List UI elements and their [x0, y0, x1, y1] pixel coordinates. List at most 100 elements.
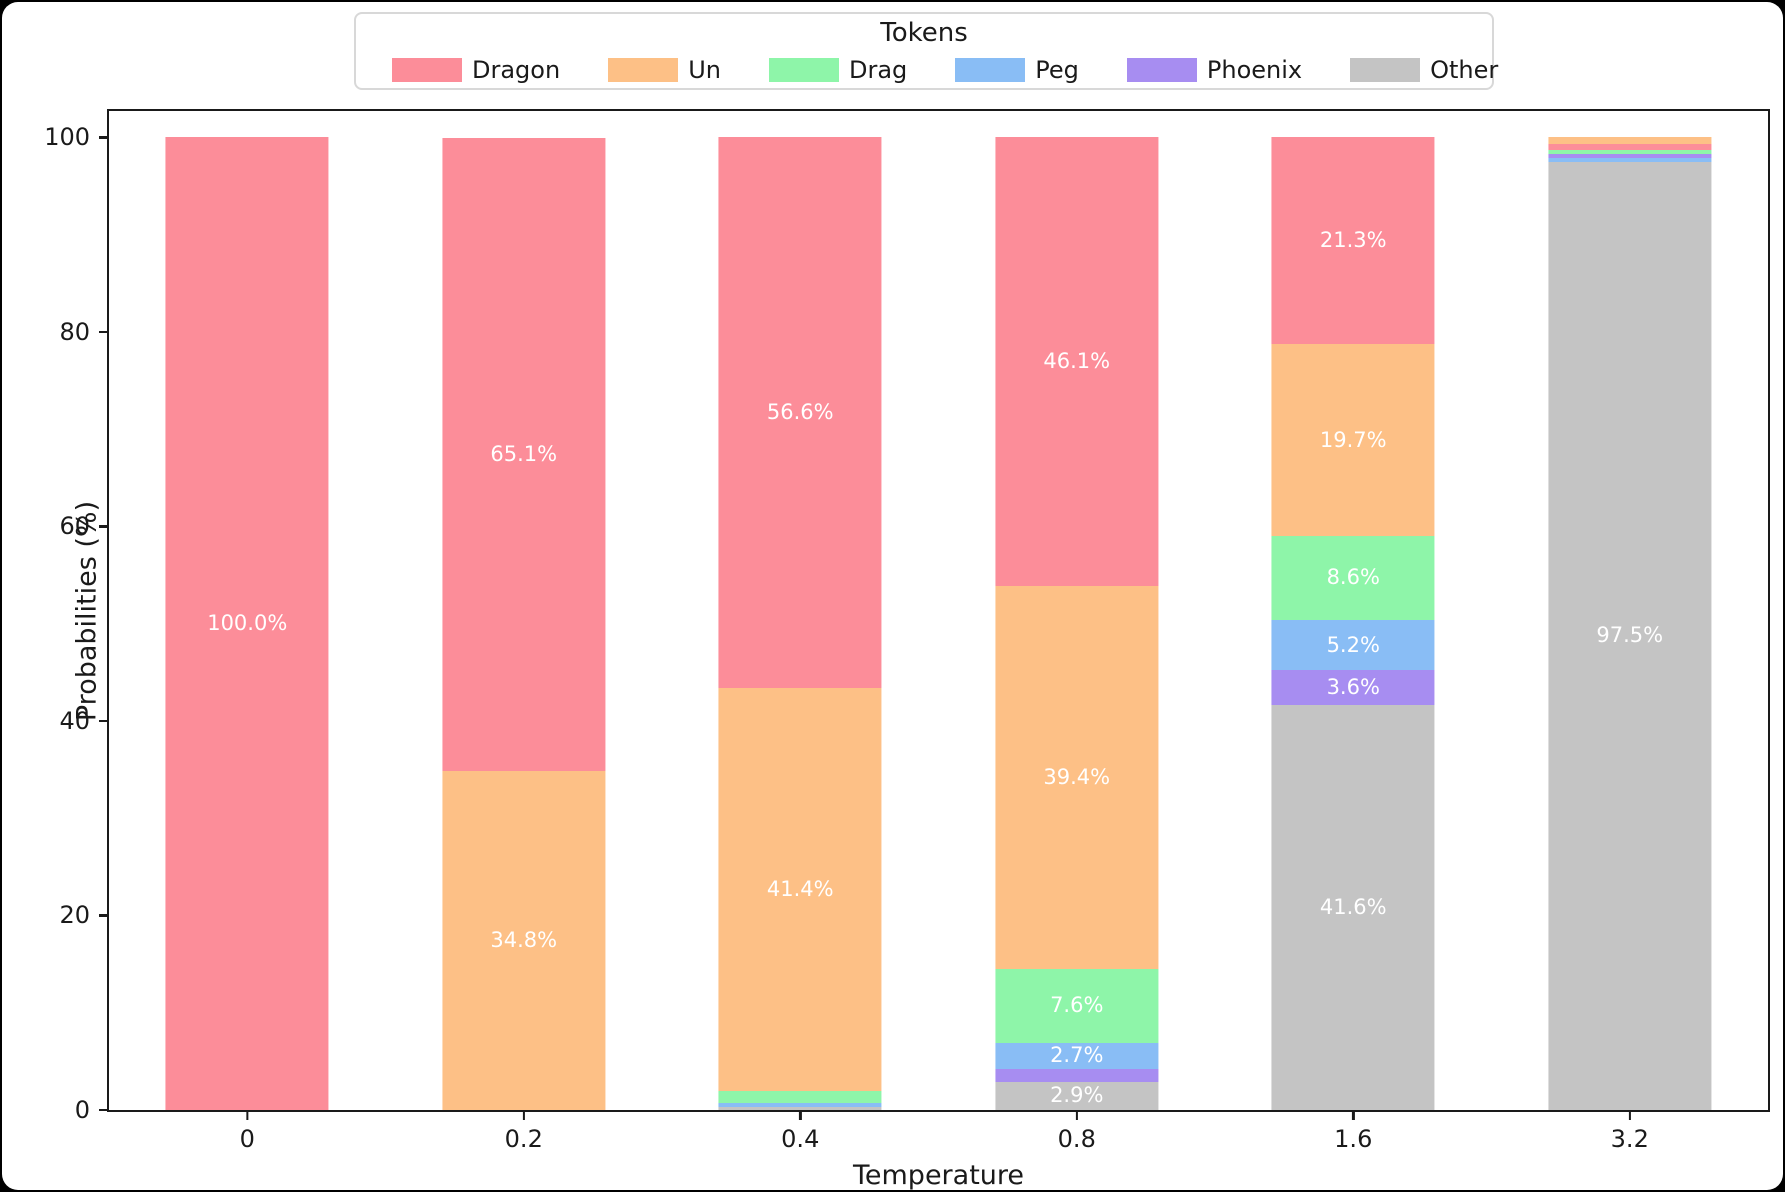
legend-title: Tokens — [880, 18, 968, 48]
y-tick-mark — [99, 330, 109, 334]
segment-label: 21.3% — [1319, 228, 1387, 253]
x-tick-mark — [522, 1110, 525, 1120]
x-tick-0.8: 0.8 — [1058, 1110, 1096, 1151]
bar-segment-phoenix — [1548, 154, 1712, 159]
x-axis-label: Temperature — [852, 1160, 1025, 1191]
bar-segment-dragon: 21.3% — [1271, 137, 1435, 345]
y-tick-mark — [99, 525, 109, 528]
bar-segment-drag: 7.6% — [995, 968, 1159, 1043]
y-tick-0: 0 — [75, 1098, 109, 1122]
x-tick-label: 0 — [239, 1125, 255, 1153]
segment-label: 5.2% — [1326, 632, 1380, 657]
y-tick-mark — [99, 719, 109, 723]
x-tick-1.6: 1.6 — [1334, 1110, 1372, 1151]
x-tick-label: 0.8 — [1057, 1125, 1096, 1153]
segment-label: 46.1% — [1043, 348, 1111, 373]
plot-area: Probabilities (%) Temperature 100.0% 65.1… — [44, 109, 1770, 1191]
legend-item-peg: Peg — [955, 58, 1079, 82]
segment-label: 100.0% — [207, 611, 288, 636]
bar-segment-dragon — [1548, 144, 1712, 150]
bar-stack: 100.0% — [165, 137, 329, 1110]
y-tick-20: 20 — [59, 903, 109, 927]
segment-label: 39.4% — [1043, 764, 1111, 789]
legend-item-drag: Drag — [768, 56, 908, 84]
x-tick-label: 0.2 — [504, 1125, 543, 1153]
segment-label: 56.6% — [766, 400, 834, 425]
bar-column-0: 100.0% — [109, 111, 386, 1110]
bar-segment-drag: 8.6% — [1271, 536, 1435, 620]
bar-stack: 97.5% — [1548, 137, 1712, 1110]
y-tick-mark — [99, 136, 109, 139]
segment-label: 3.6% — [1326, 675, 1380, 700]
bar-segment-other — [718, 1107, 882, 1110]
bar-stack: 65.1% 34.8% — [442, 138, 606, 1110]
y-tick-label: 80 — [59, 317, 90, 346]
y-tick-label: 60 — [59, 512, 90, 541]
legend-swatch-icon — [955, 58, 1026, 82]
bar-segment-drag — [1548, 149, 1712, 155]
segment-label: 41.6% — [1319, 895, 1387, 920]
segment-label: 19.7% — [1319, 427, 1387, 452]
segment-label: 7.6% — [1050, 993, 1104, 1018]
bar-segment-dragon: 46.1% — [995, 137, 1159, 586]
x-tick-0: 0 — [240, 1110, 255, 1151]
segment-label: 97.5% — [1596, 623, 1664, 648]
bar-segment-un: 34.8% — [442, 771, 606, 1110]
y-tick-label: 100 — [44, 123, 90, 152]
y-tick-100: 100 — [44, 125, 109, 149]
legend-item-label: Un — [688, 56, 721, 84]
segment-label: 65.1% — [490, 442, 558, 467]
y-tick-60: 60 — [59, 514, 109, 538]
bar-segment-peg: 2.7% — [995, 1042, 1159, 1070]
bar-stack: 46.1% 39.4% 7.6% 2.7% 2.9% — [995, 137, 1159, 1110]
legend-item-dragon: Dragon — [392, 58, 560, 82]
legend-swatch-icon — [1350, 58, 1421, 82]
y-tick-80: 80 — [59, 320, 109, 344]
x-tick-mark — [245, 1110, 249, 1120]
bar-segment-un: 39.4% — [995, 585, 1159, 969]
legend-swatch-icon — [768, 58, 839, 82]
bar-segment-phoenix — [995, 1069, 1159, 1082]
x-tick-label: 3.2 — [1610, 1125, 1649, 1153]
bar-column-3.2: 97.5% — [1492, 111, 1769, 1110]
bar-segment-other: 97.5% — [1548, 161, 1712, 1110]
bar-segment-un — [1548, 137, 1712, 145]
legend: Tokens Dragon Un Drag Peg Phoenix Other — [354, 12, 1498, 90]
bar-segment-peg — [718, 1103, 882, 1108]
segment-label: 34.8% — [490, 928, 558, 953]
legend-row: Dragon Un Drag Peg Phoenix Other — [356, 56, 1498, 84]
y-tick-label: 20 — [59, 901, 90, 930]
bar-column-1.6: 21.3% 19.7% 8.6% 5.2% 3.6% 41.6% — [1215, 111, 1492, 1110]
bar-column-0.4: 56.6% 41.4% — [662, 111, 939, 1110]
y-tick-label: 40 — [59, 706, 90, 735]
y-tick-40: 40 — [59, 709, 109, 733]
bar-segment-un: 41.4% — [718, 687, 882, 1091]
segment-label: 2.7% — [1050, 1043, 1104, 1068]
legend-swatch-icon — [608, 58, 679, 82]
legend-item-label: Dragon — [472, 56, 561, 84]
bar-stack: 56.6% 41.4% — [718, 137, 882, 1110]
segment-label: 2.9% — [1050, 1083, 1104, 1108]
bar-segment-un: 19.7% — [1271, 344, 1435, 537]
legend-item-label: Drag — [848, 56, 908, 84]
x-tick-label: 0.4 — [781, 1125, 820, 1153]
bar-segment-dragon: 56.6% — [718, 137, 882, 688]
x-tick-mark — [798, 1110, 802, 1120]
legend-item-un: Un — [608, 58, 721, 82]
x-tick-0.4: 0.4 — [781, 1110, 819, 1151]
bars-container: 100.0% 65.1% 34.8% 56.6% 41.4% 46.1% 39.4% 7.6%… — [109, 111, 1768, 1110]
legend-swatch-icon — [1126, 58, 1197, 82]
bar-column-0.8: 46.1% 39.4% 7.6% 2.7% 2.9% — [939, 111, 1216, 1110]
bar-segment-dragon: 65.1% — [442, 138, 606, 772]
legend-item-other: Other — [1350, 58, 1498, 82]
x-tick-0.2: 0.2 — [505, 1110, 543, 1151]
bar-segment-other: 2.9% — [995, 1081, 1159, 1110]
y-tick-mark — [99, 1108, 109, 1112]
segment-label: 8.6% — [1326, 565, 1380, 590]
x-tick-mark — [1075, 1110, 1078, 1120]
y-tick-label: 0 — [74, 1096, 90, 1124]
bar-segment-other: 41.6% — [1271, 705, 1435, 1110]
x-tick-mark — [1628, 1110, 1631, 1120]
bar-segment-drag — [718, 1090, 882, 1104]
